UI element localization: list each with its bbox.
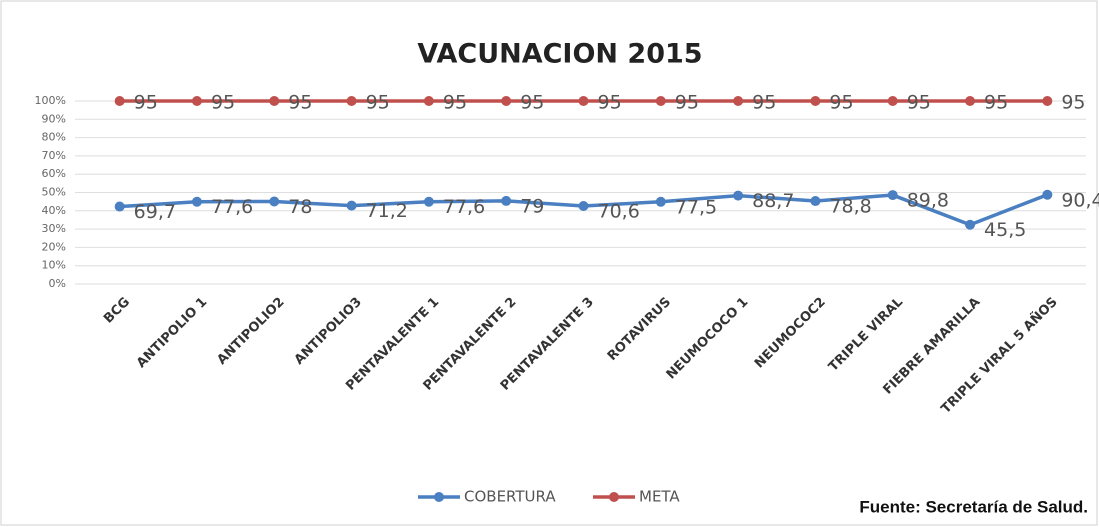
data-label: 89,8	[907, 190, 949, 212]
data-label: 45,5	[984, 219, 1026, 241]
data-label: 88,7	[752, 190, 794, 212]
data-point	[114, 201, 125, 212]
data-point	[269, 196, 280, 207]
data-point	[269, 96, 280, 106]
data-point	[191, 96, 202, 106]
y-tick-label: 30%	[42, 222, 66, 235]
data-label: 95	[443, 92, 467, 114]
data-label: 78	[288, 196, 312, 218]
data-point	[501, 195, 512, 206]
data-label: 90,4	[1061, 189, 1099, 211]
data-point	[810, 196, 821, 207]
data-label: 95	[520, 92, 544, 114]
y-tick-label: 20%	[42, 240, 66, 253]
data-label: 77,6	[443, 196, 485, 218]
y-tick-label: 0%	[49, 277, 66, 290]
data-point	[501, 96, 512, 106]
data-point	[887, 96, 898, 106]
chart-title: VACUNACION 2015	[417, 39, 702, 70]
data-label: 95	[1061, 92, 1085, 114]
data-point	[810, 96, 821, 106]
source-note: Fuente: Secretaría de Salud.	[859, 497, 1088, 516]
data-label: 78,8	[829, 196, 871, 218]
y-tick-label: 50%	[42, 186, 66, 199]
data-label: 95	[598, 92, 622, 114]
legend-swatch-dot	[434, 492, 444, 502]
data-point	[578, 200, 589, 211]
data-point	[733, 96, 744, 106]
data-label: 79	[520, 195, 544, 217]
data-label: 69,7	[134, 201, 176, 223]
data-point	[733, 190, 744, 201]
y-tick-label: 90%	[42, 112, 66, 125]
data-point	[965, 219, 976, 230]
y-tick-label: 100%	[35, 94, 66, 107]
data-label: 70,6	[598, 200, 640, 222]
data-point	[114, 96, 125, 106]
data-point	[423, 96, 434, 106]
legend-label: META	[639, 488, 680, 506]
data-point	[1042, 189, 1053, 200]
data-label: 95	[752, 92, 776, 114]
data-label: 95	[984, 92, 1008, 114]
data-label: 95	[134, 92, 158, 114]
y-tick-label: 80%	[42, 131, 66, 144]
data-label: 71,2	[366, 200, 408, 222]
data-point	[191, 196, 202, 207]
data-point	[655, 196, 666, 207]
data-label: 95	[366, 92, 390, 114]
data-point	[578, 96, 589, 106]
data-point	[423, 196, 434, 207]
y-tick-label: 70%	[42, 149, 66, 162]
data-label: 95	[829, 92, 853, 114]
y-tick-label: 60%	[42, 167, 66, 180]
data-point	[1042, 96, 1053, 106]
data-label: 95	[288, 92, 312, 114]
data-label: 95	[907, 92, 931, 114]
data-label: 95	[675, 92, 699, 114]
data-point	[346, 200, 357, 211]
data-point	[965, 96, 976, 106]
data-point	[655, 96, 666, 106]
data-point	[346, 96, 357, 106]
legend-swatch-dot	[609, 492, 619, 502]
y-tick-label: 10%	[42, 259, 66, 272]
data-label: 77,6	[211, 196, 253, 218]
legend-label: COBERTURA	[464, 488, 556, 506]
y-tick-label: 40%	[42, 204, 66, 217]
data-point	[887, 190, 898, 201]
data-label: 95	[211, 92, 235, 114]
data-label: 77,5	[675, 196, 717, 218]
